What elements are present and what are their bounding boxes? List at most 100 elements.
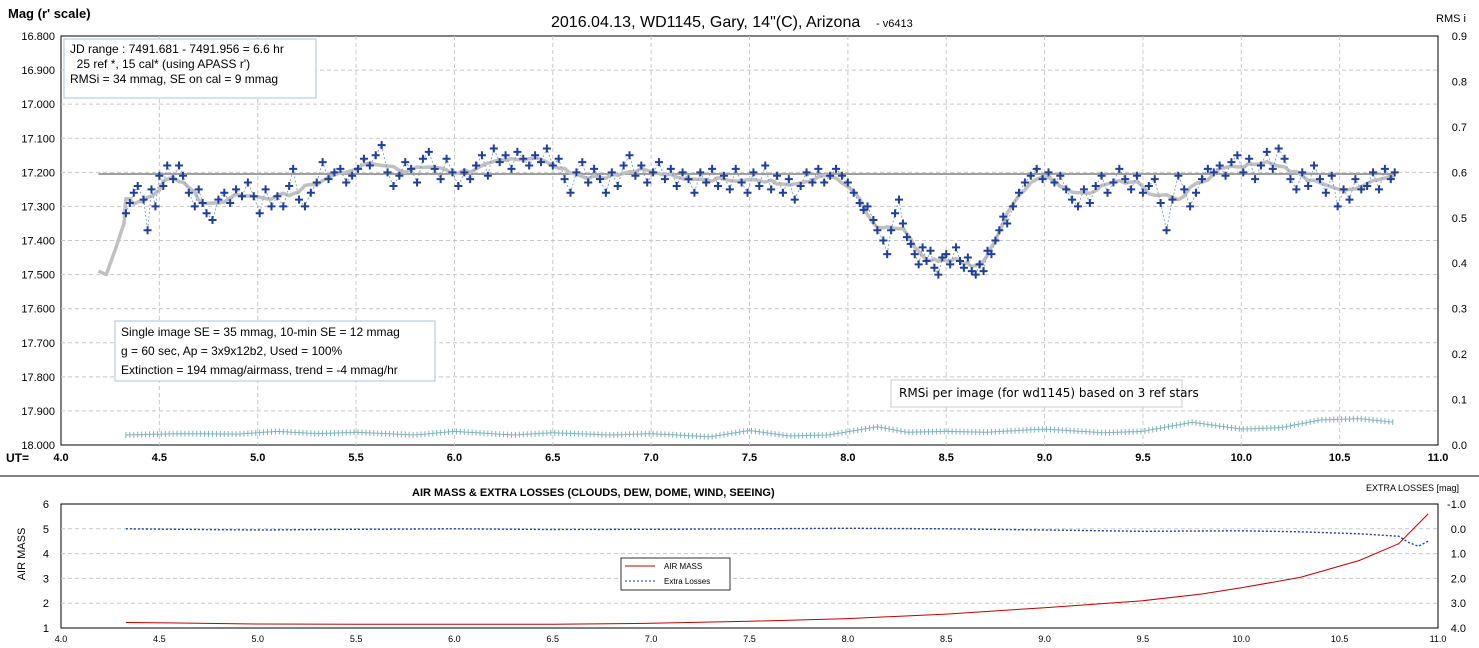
data-point xyxy=(267,202,276,211)
data-point xyxy=(1304,181,1313,190)
y2-axis-label: RMS i xyxy=(1436,13,1466,25)
data-point xyxy=(202,209,211,218)
y-tick-label: 17.100 xyxy=(21,133,55,145)
data-point xyxy=(761,161,770,170)
data-point xyxy=(584,178,593,187)
data-point xyxy=(690,188,699,197)
data-point xyxy=(666,164,675,173)
x-tick-label: 5.0 xyxy=(250,452,265,464)
data-point xyxy=(243,178,252,187)
chart-title-suffix: - v6413 xyxy=(876,18,913,30)
data-point xyxy=(796,181,805,190)
data-point xyxy=(1144,181,1153,190)
data-point xyxy=(383,168,392,177)
x-tick-label: 6.0 xyxy=(447,452,462,464)
data-point xyxy=(684,175,693,184)
data-point xyxy=(814,164,823,173)
data-point xyxy=(1180,185,1189,194)
data-point xyxy=(1133,171,1142,180)
data-point xyxy=(1321,188,1330,197)
data-point xyxy=(129,188,138,197)
data-point xyxy=(1268,164,1277,173)
data-point xyxy=(643,178,652,187)
airmass-y-ticks: 6 5 4 3 2 1 xyxy=(43,499,49,635)
data-point xyxy=(536,158,545,167)
data-point xyxy=(1380,164,1389,173)
data-point xyxy=(548,161,557,170)
y-tick-label: 17.800 xyxy=(21,372,55,384)
data-point xyxy=(1003,219,1012,228)
data-point xyxy=(767,185,776,194)
data-point xyxy=(1026,171,1035,180)
data-point xyxy=(942,250,951,259)
airmass-x-tick-label: 4.5 xyxy=(153,634,166,644)
data-point xyxy=(454,181,463,190)
magnitude-x-ticks: 4.0 4.5 5.0 5.5 6.0 6.5 7.0 7.5 8.0 8.5 9.0 9.5 10.0… xyxy=(53,452,1448,464)
data-point xyxy=(619,161,628,170)
data-point xyxy=(1251,175,1260,184)
data-point xyxy=(261,185,270,194)
x-tick-label: 7.0 xyxy=(643,452,658,464)
data-point xyxy=(295,195,304,204)
airmass-y-tick-label: 1 xyxy=(43,623,49,635)
data-point xyxy=(312,178,321,187)
data-point xyxy=(1390,168,1399,177)
extra-losses-y-tick-label: 3.0 xyxy=(1451,598,1466,610)
data-point xyxy=(631,171,640,180)
data-point xyxy=(507,164,516,173)
data-point xyxy=(413,178,422,187)
y-tick-label: 17.400 xyxy=(21,236,55,248)
airmass-x-tick-label: 8.5 xyxy=(940,634,953,644)
airmass-y-tick-label: 4 xyxy=(43,549,49,561)
data-point xyxy=(1374,185,1383,194)
data-point xyxy=(232,185,241,194)
data-point xyxy=(883,250,892,259)
data-point xyxy=(525,161,534,170)
y2-tick-label: 0.0 xyxy=(1452,440,1467,452)
data-point xyxy=(749,168,758,177)
data-point xyxy=(1109,178,1118,187)
data-point xyxy=(731,164,740,173)
data-point xyxy=(1074,202,1083,211)
data-point xyxy=(1339,185,1348,194)
airmass-y-tick-label: 2 xyxy=(43,598,49,610)
legend-airmass-label: AIR MASS xyxy=(664,562,702,571)
data-point xyxy=(1203,164,1212,173)
airmass-x-ticks: 4.0 4.5 5.0 5.5 6.0 6.5 7.0 7.5 8.0 8.5 9.0 9.5 10.0… xyxy=(55,634,1447,644)
data-point xyxy=(121,209,130,218)
data-point xyxy=(359,154,368,163)
data-point xyxy=(1127,185,1136,194)
data-point xyxy=(1333,202,1342,211)
data-point xyxy=(285,181,294,190)
data-point xyxy=(708,164,717,173)
stats-line-1: Single image SE = 35 mmag, 10-min SE = 1… xyxy=(121,325,400,339)
airmass-x-tick-label: 8.0 xyxy=(842,634,855,644)
data-point xyxy=(163,161,172,170)
data-point xyxy=(1351,175,1360,184)
data-point xyxy=(1286,175,1295,184)
data-point xyxy=(466,175,475,184)
data-point xyxy=(906,239,915,248)
data-point xyxy=(1298,168,1307,177)
data-point xyxy=(513,147,522,156)
data-point xyxy=(1369,168,1378,177)
y2-tick-label: 0.6 xyxy=(1452,167,1467,179)
airmass-x-tick-label: 6.5 xyxy=(547,634,560,644)
x-tick-label: 8.0 xyxy=(840,452,855,464)
data-point xyxy=(971,270,980,279)
info-line-2: 25 ref *, 15 cal* (using APASS r') xyxy=(70,57,250,71)
data-point xyxy=(220,188,229,197)
data-point xyxy=(672,181,681,190)
data-point xyxy=(959,263,968,272)
data-point xyxy=(1239,168,1248,177)
data-point xyxy=(300,202,309,211)
y-tick-label: 16.800 xyxy=(21,31,55,43)
data-point xyxy=(1357,185,1366,194)
data-point xyxy=(1056,171,1065,180)
airmass-x-tick-label: 4.0 xyxy=(55,634,68,644)
airmass-legend: AIR MASS Extra Losses xyxy=(620,557,731,591)
y2-tick-label: 0.5 xyxy=(1452,213,1467,225)
data-point xyxy=(377,141,386,150)
y-tick-label: 17.000 xyxy=(21,99,55,111)
